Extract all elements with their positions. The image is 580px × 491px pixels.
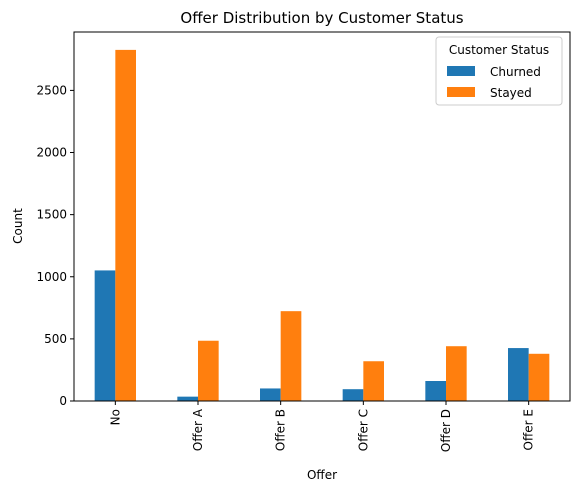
bar-stayed-offer-b — [281, 311, 302, 401]
bar-churned-offer-b — [260, 388, 281, 401]
legend-swatch-churned — [447, 66, 475, 76]
bar-stayed-no — [115, 50, 136, 401]
legend-label-stayed: Stayed — [490, 86, 532, 100]
bar-churned-offer-c — [343, 389, 364, 401]
y-tick-label: 500 — [44, 332, 67, 346]
x-tick-label: Offer E — [522, 409, 536, 450]
bar-stayed-offer-a — [198, 341, 219, 401]
x-tick-label: Offer B — [274, 409, 288, 451]
x-tick-label: Offer D — [439, 409, 453, 452]
bar-stayed-offer-d — [446, 346, 467, 401]
y-tick-label: 0 — [59, 394, 67, 408]
legend-swatch-stayed — [447, 87, 475, 97]
bar-churned-offer-d — [425, 381, 446, 401]
x-axis-label: Offer — [307, 468, 337, 482]
bar-churned-offer-a — [177, 397, 198, 401]
legend-label-churned: Churned — [490, 65, 541, 79]
chart-title: Offer Distribution by Customer Status — [180, 9, 463, 27]
x-axis: No Offer A Offer B Offer C Offer D Offer E — [108, 401, 535, 452]
y-tick-label: 1500 — [36, 208, 67, 222]
x-tick-label: Offer C — [356, 409, 370, 451]
y-tick-label: 2500 — [36, 83, 67, 97]
bar-churned-no — [95, 270, 116, 401]
x-tick-label: Offer A — [191, 408, 205, 451]
y-tick-label: 2000 — [36, 146, 67, 160]
x-tick-label: No — [108, 409, 122, 425]
bar-stayed-offer-e — [529, 354, 550, 401]
y-tick-label: 1000 — [36, 270, 67, 284]
y-axis-label: Count — [11, 208, 25, 244]
legend-title: Customer Status — [449, 43, 549, 57]
bar-churned-offer-e — [508, 348, 529, 401]
legend: Customer Status Churned Stayed — [436, 37, 562, 105]
y-axis: 0 500 1000 1500 2000 2500 — [36, 83, 74, 408]
bar-stayed-offer-c — [363, 361, 384, 401]
